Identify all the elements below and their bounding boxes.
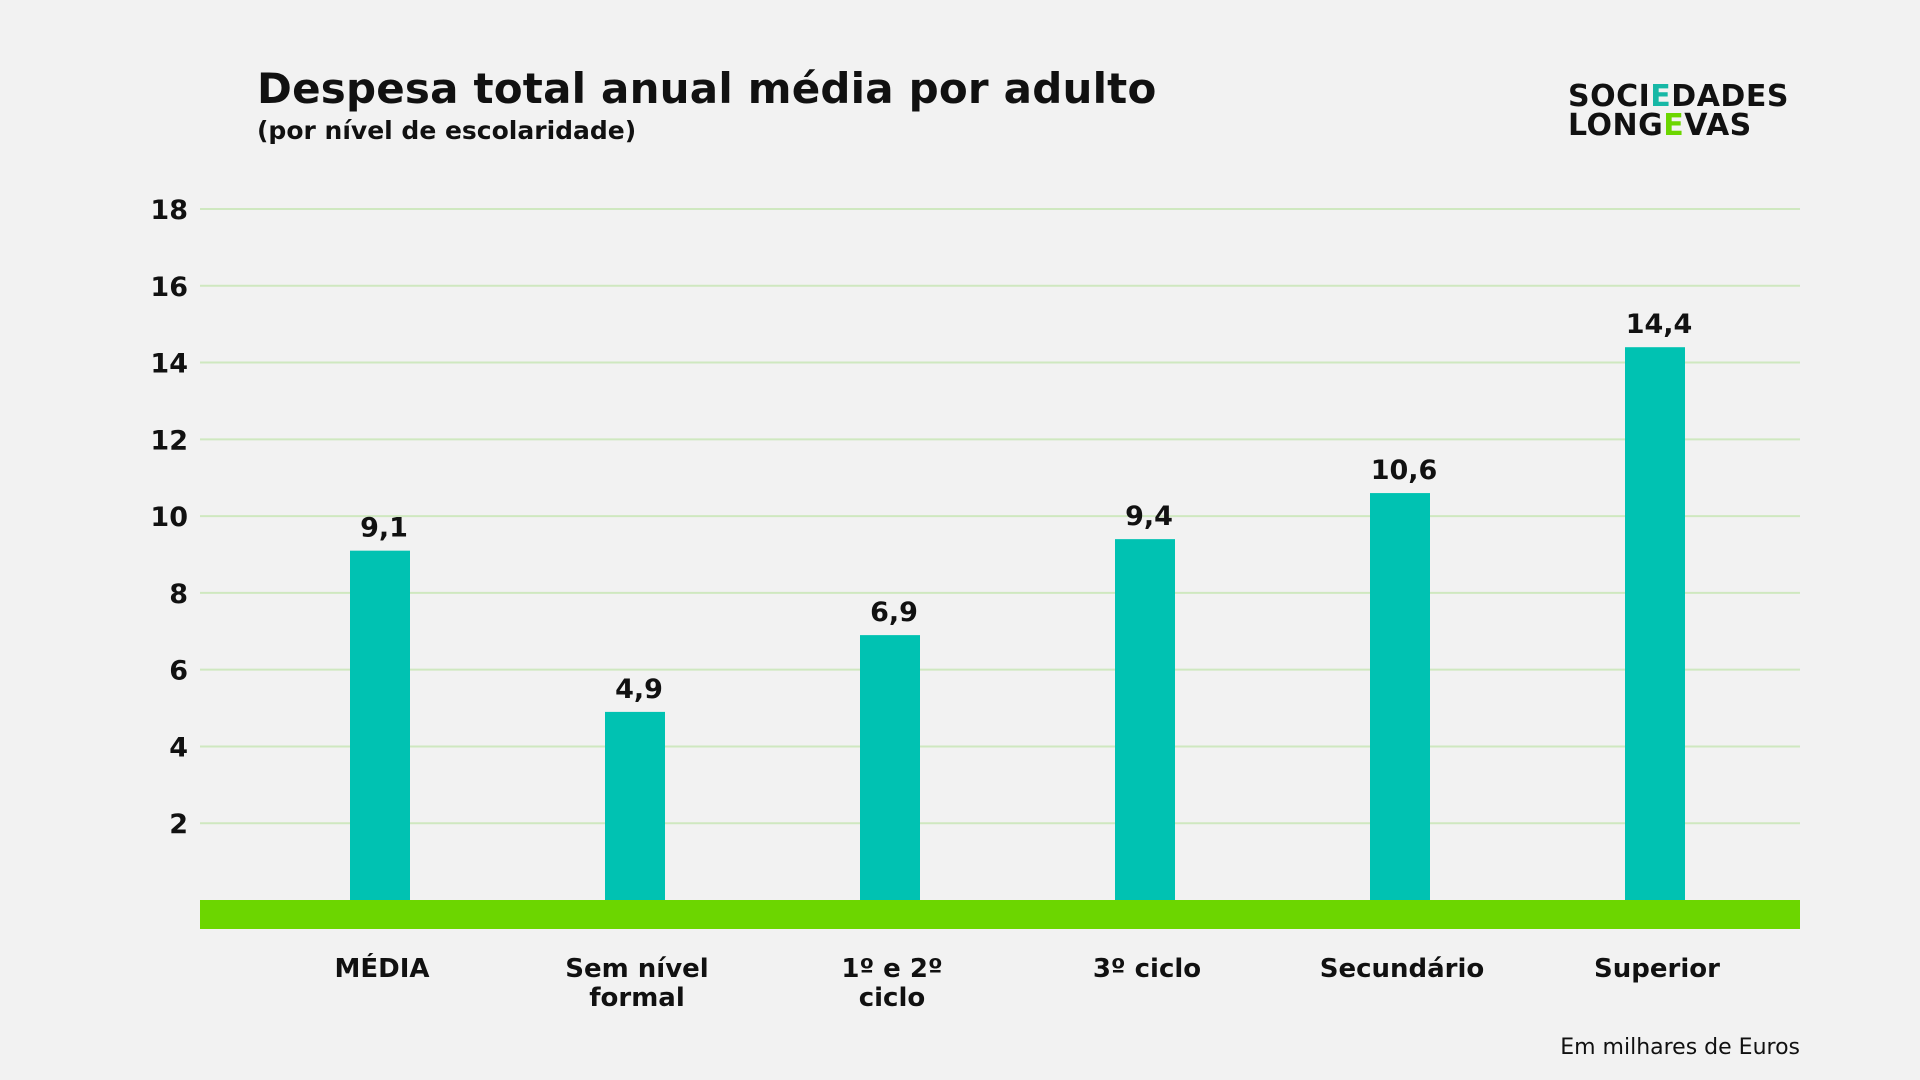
category-labels: MÉDIA Sem nível formal 1º e 2º ciclo 3º ciclo… [334, 952, 1720, 1013]
category-label: 1º e 2º ciclo [841, 954, 942, 1013]
category-label: Superior [1594, 954, 1720, 984]
chart-title: Despesa total anual média por adulto [257, 64, 1157, 113]
brand-logo: SOCIEDADES LONGEVAS [1568, 79, 1789, 143]
bar-value-label: 9,1 [360, 513, 408, 544]
logo-line-1: SOCIEDADES [1568, 79, 1789, 114]
category-label: Secundário [1320, 954, 1485, 984]
bars [350, 347, 1685, 900]
baseline-bar [200, 900, 1800, 929]
y-tick-label: 6 [169, 656, 188, 687]
bar [350, 550, 410, 900]
data-labels: 9,1 4,9 6,9 9,4 10,6 14,4 [360, 309, 1692, 705]
y-axis-ticks: 2 4 6 8 10 12 14 16 18 [150, 195, 188, 840]
y-tick-label: 12 [150, 425, 188, 456]
bar [860, 635, 920, 900]
y-tick-label: 2 [169, 809, 188, 840]
category-label: MÉDIA [334, 952, 429, 984]
y-tick-label: 10 [150, 502, 188, 533]
bar-value-label: 10,6 [1371, 455, 1438, 486]
y-tick-label: 18 [150, 195, 188, 226]
category-label: Sem nível formal [565, 954, 708, 1013]
bar-value-label: 4,9 [615, 674, 663, 705]
chart-subtitle: (por nível de escolaridade) [257, 116, 637, 145]
bar [1625, 347, 1685, 900]
y-tick-label: 14 [150, 349, 188, 380]
bar [1370, 493, 1430, 900]
unit-footnote: Em milhares de Euros [1560, 1035, 1800, 1060]
y-tick-label: 8 [169, 579, 188, 610]
bar-value-label: 6,9 [870, 597, 918, 628]
bar [605, 711, 665, 900]
bar-value-label: 14,4 [1626, 309, 1693, 340]
category-label: 3º ciclo [1093, 954, 1201, 984]
y-tick-label: 4 [169, 732, 188, 763]
y-tick-label: 16 [150, 272, 188, 303]
grid-lines [200, 208, 1800, 825]
logo-line-2: LONGEVAS [1568, 108, 1752, 143]
bar-value-label: 9,4 [1125, 501, 1173, 532]
bar [1115, 539, 1175, 900]
